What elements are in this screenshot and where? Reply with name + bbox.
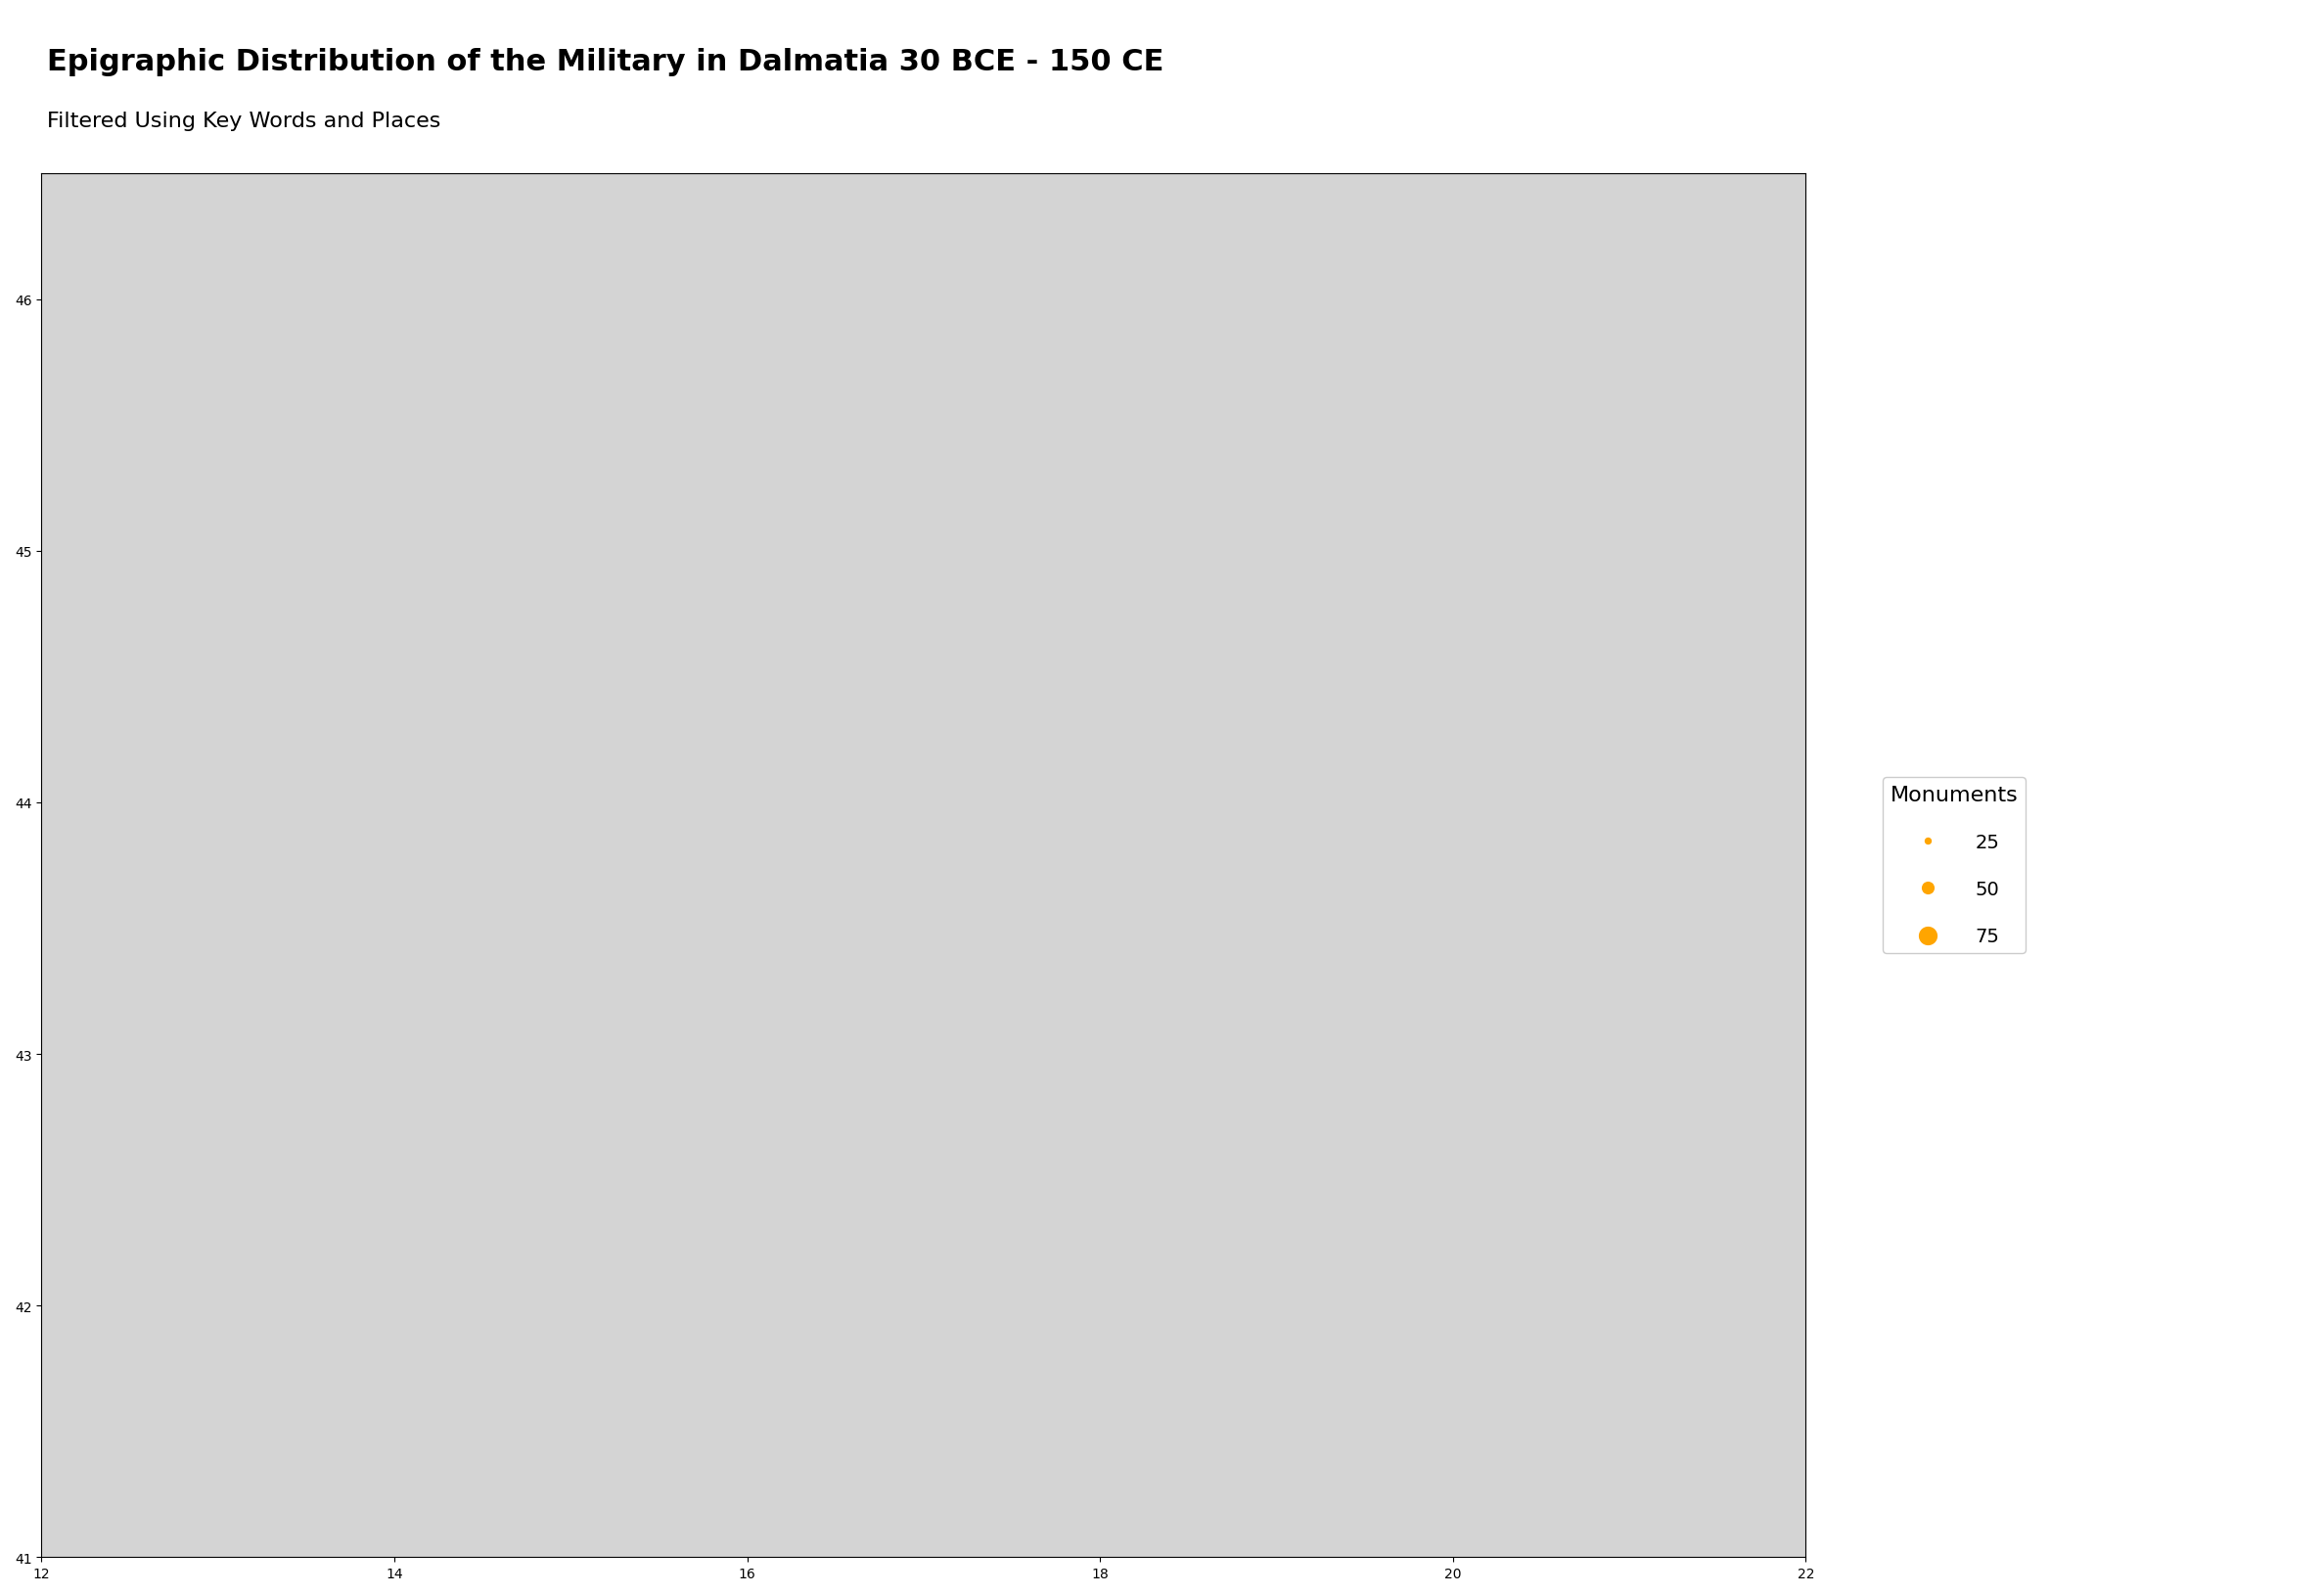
Text: Epigraphic Distribution of the Military in Dalmatia 30 BCE - 150 CE: Epigraphic Distribution of the Military …	[46, 48, 1164, 77]
Legend: 25, 50, 75: 25, 50, 75	[1882, 778, 2027, 954]
Text: Filtered Using Key Words and Places: Filtered Using Key Words and Places	[46, 112, 439, 131]
